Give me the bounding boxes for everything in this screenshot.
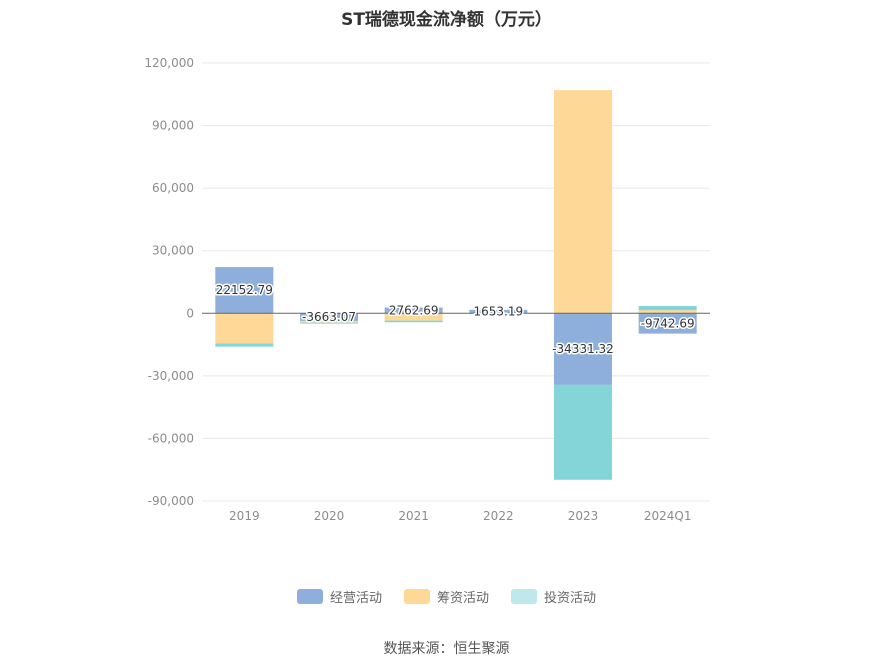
bar-financing xyxy=(554,90,612,314)
y-tick-label: 30,000 xyxy=(152,244,194,258)
legend-item-investing[interactable]: 投资活动 xyxy=(511,587,596,606)
gridlines xyxy=(202,62,710,502)
data-label: 1653.19 xyxy=(474,305,524,319)
data-label: -9742.69 xyxy=(641,316,695,330)
data-label: -3663.07 xyxy=(302,310,356,324)
bar-investing xyxy=(215,343,274,347)
bar-investing xyxy=(554,384,612,480)
x-tick-label: 2019 xyxy=(229,509,260,523)
y-tick-label: 60,000 xyxy=(152,181,194,195)
y-tick-label: 90,000 xyxy=(152,119,194,133)
bar-financing xyxy=(638,310,697,314)
bar-operating xyxy=(300,313,358,321)
source-note: 数据来源：恒生聚源 xyxy=(383,641,510,657)
bar-financing xyxy=(300,320,358,323)
chart-title: ST瑞德现金流净额（万元） xyxy=(341,10,552,30)
legend-item-operating[interactable]: 经营活动 xyxy=(296,587,382,606)
legend-item-financing[interactable]: 筹资活动 xyxy=(403,587,489,606)
x-axis-labels: 2019 2020 2021 2022 2023 2024Q1 xyxy=(229,509,691,523)
bar-operating xyxy=(469,309,528,314)
bar-operating xyxy=(638,313,697,334)
bar-operating xyxy=(215,267,274,314)
bar-investing xyxy=(384,320,443,323)
legend-swatch-financing xyxy=(403,589,430,604)
x-tick-label: 2020 xyxy=(314,509,345,523)
legend-swatch-investing xyxy=(511,589,537,604)
x-tick-label: 2022 xyxy=(483,509,514,523)
bar-investing xyxy=(638,305,697,311)
y-tick-label: 120,000 xyxy=(144,56,194,70)
bar-operating xyxy=(384,307,443,314)
y-tick-label: -30,000 xyxy=(148,369,194,383)
x-tick-label: 2024Q1 xyxy=(644,509,692,523)
bar-financing xyxy=(384,313,443,321)
bar-financing xyxy=(215,313,274,344)
data-label: -34331.32 xyxy=(552,342,614,356)
data-label: 2762.69 xyxy=(389,303,439,317)
legend-swatch-operating xyxy=(296,589,323,604)
y-axis-labels: -90,000 -60,000 -30,000 0 30,000 60,000 90,000… xyxy=(144,56,194,508)
legend-label-investing: 投资活动 xyxy=(544,591,597,606)
y-tick-label: -90,000 xyxy=(148,494,194,508)
y-tick-label: 0 xyxy=(186,306,194,320)
y-tick-label: -60,000 xyxy=(148,431,194,445)
legend-label-operating: 经营活动 xyxy=(329,591,382,606)
data-label: 22152.79 xyxy=(216,283,273,297)
bar-operating xyxy=(554,313,612,385)
legend: 经营活动 筹资活动 投资活动 xyxy=(0,587,893,606)
bars xyxy=(215,90,697,480)
data-labels: 22152.79 -3663.07 2762.69 1653.19 -34331.32 -… xyxy=(214,282,696,358)
x-tick-label: 2023 xyxy=(568,509,599,523)
legend-label-financing: 筹资活动 xyxy=(436,591,489,606)
bar-investing xyxy=(300,322,358,324)
x-tick-label: 2021 xyxy=(398,509,429,523)
